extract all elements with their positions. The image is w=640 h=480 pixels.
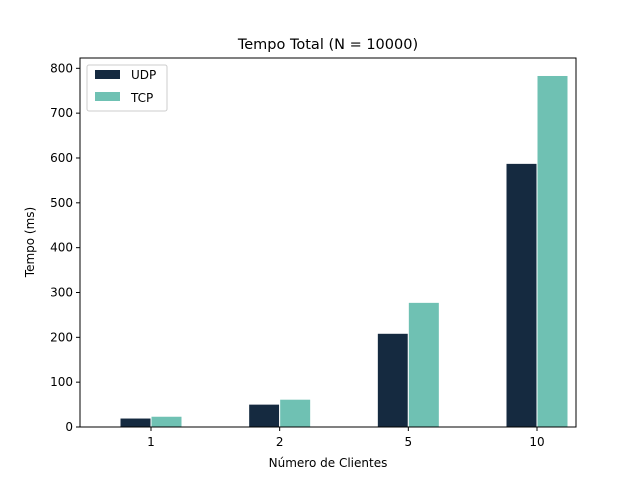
bar-udp-5 <box>376 332 409 428</box>
y-tick-label: 500 <box>50 196 73 210</box>
x-tick-label: 1 <box>147 435 155 449</box>
y-tick-label: 700 <box>50 106 73 120</box>
bar-tcp-2 <box>279 398 312 428</box>
y-tick-label: 100 <box>50 375 73 389</box>
plot-frame <box>79 57 577 428</box>
x-tick-label: 10 <box>529 435 544 449</box>
y-tick-label: 0 <box>65 420 73 434</box>
y-tick-label: 300 <box>50 285 73 299</box>
bar-tcp-1 <box>150 415 183 428</box>
legend-swatch-tcp <box>95 92 120 101</box>
chart-title: Tempo Total (N = 10000) <box>237 37 418 53</box>
legend-swatch-udp <box>95 70 120 79</box>
x-tick-label: 2 <box>276 435 284 449</box>
bars-group <box>119 74 569 428</box>
y-tick-label: 600 <box>50 151 73 165</box>
legend-label-tcp: TCP <box>130 91 153 105</box>
bar-udp-10 <box>505 162 538 428</box>
y-axis-label: Tempo (ms) <box>23 207 37 278</box>
bar-tcp-5 <box>407 301 440 428</box>
y-tick-label: 800 <box>50 61 73 75</box>
y-tick-label: 400 <box>50 241 73 255</box>
x-axis-label: Número de Clientes <box>269 456 388 470</box>
x-tick-label: 5 <box>405 435 413 449</box>
x-axis-ticks: 1 2 5 10 <box>147 427 545 449</box>
legend: UDP TCP <box>86 64 168 112</box>
legend-label-udp: UDP <box>131 68 156 82</box>
bar-udp-2 <box>248 403 281 428</box>
bar-tcp-10 <box>536 74 569 428</box>
bar-udp-1 <box>119 417 152 428</box>
y-axis-ticks: 0 100 200 300 400 500 600 700 800 <box>50 61 80 434</box>
y-tick-label: 200 <box>50 330 73 344</box>
